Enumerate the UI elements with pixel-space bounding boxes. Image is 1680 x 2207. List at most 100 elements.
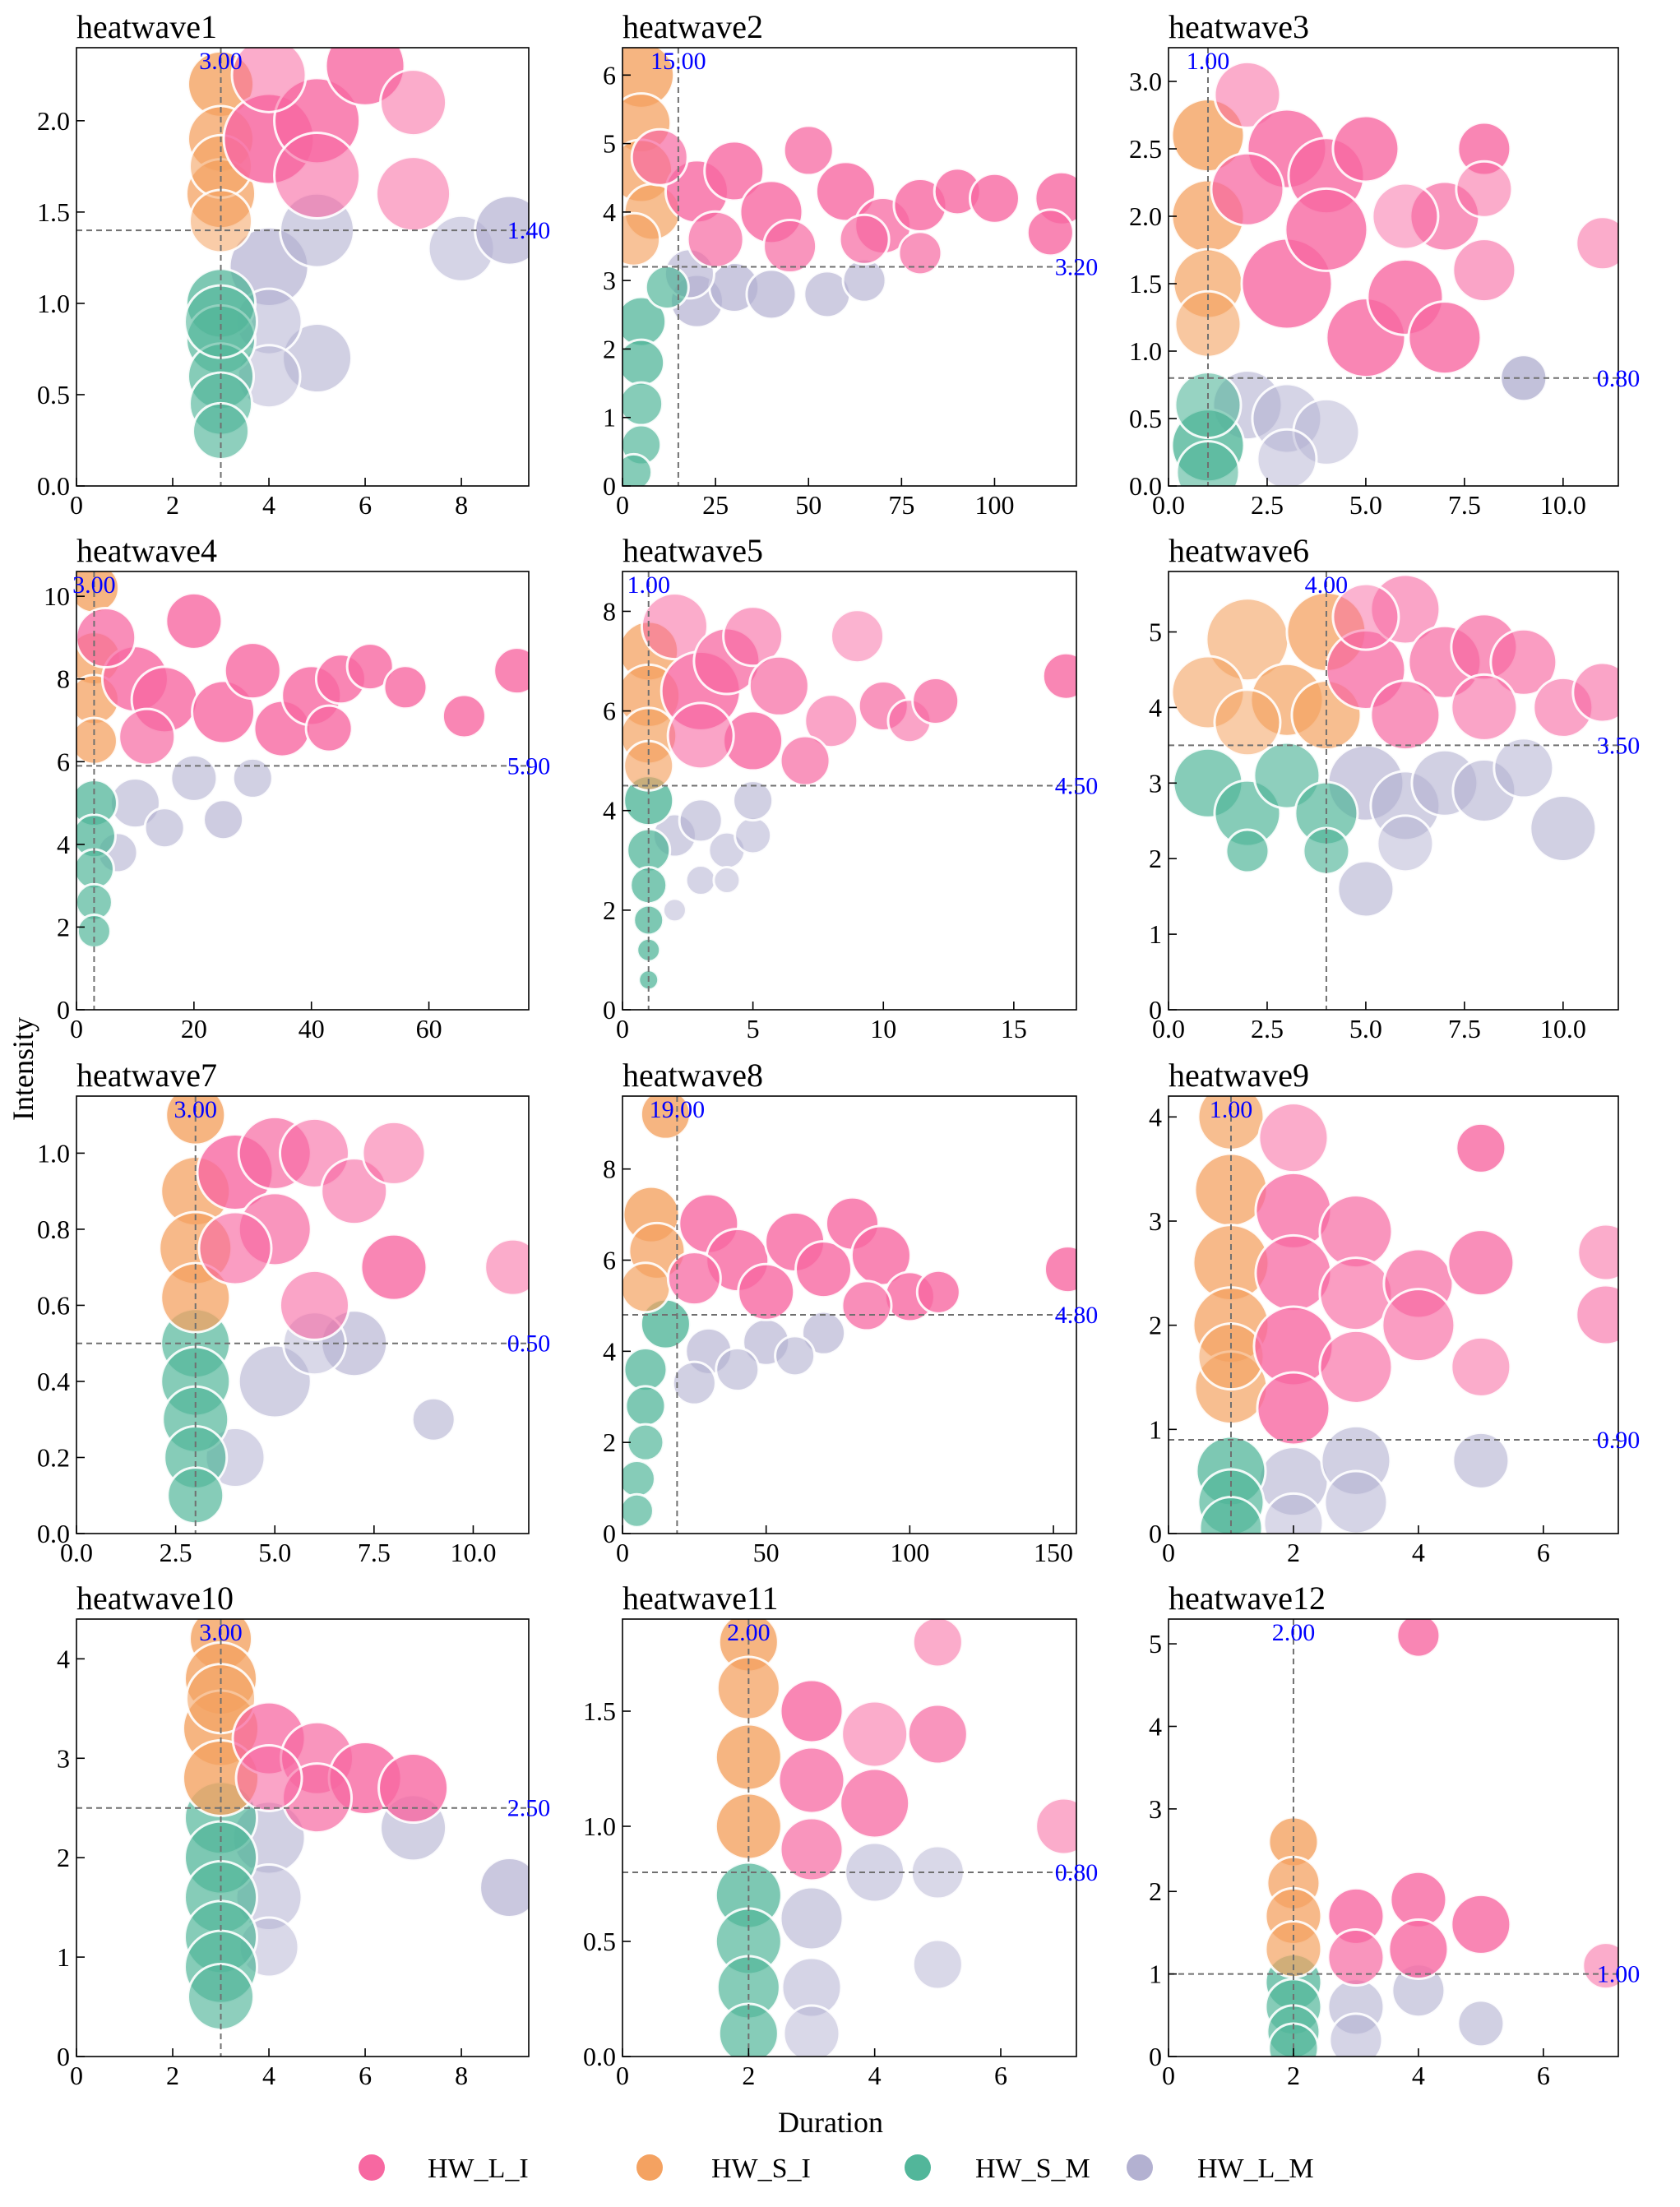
bubble-l-i	[230, 48, 308, 113]
bubble-l-m	[734, 816, 773, 855]
bubble-l-m	[715, 1347, 761, 1392]
plot-frame	[1168, 1618, 1619, 2057]
bubble-l-i	[1575, 215, 1618, 271]
legend: HW_L_I HW_S_I HW_S_M HW_L_M	[359, 2154, 1314, 2184]
bubble-l-i	[1446, 1228, 1516, 1298]
bubble-l-m	[1328, 2012, 1384, 2057]
bubble-l-m	[1262, 1492, 1325, 1534]
panel-title: heatwave1	[76, 8, 217, 45]
y-tick-label: 2	[1149, 1311, 1162, 1340]
x-tick-label: 0.0	[60, 1538, 93, 1567]
y-tick-label: 0	[57, 995, 70, 1025]
plot-frame	[76, 571, 530, 1011]
bubble-l-i	[779, 1816, 845, 1882]
x-tick-label: 0	[70, 1014, 83, 1043]
x-tick-label: 2.5	[160, 1538, 192, 1567]
panel-title: heatwave2	[622, 8, 763, 45]
y-tick-label: 4	[57, 1644, 70, 1673]
ref-x-label: 1.00	[1210, 1096, 1253, 1123]
bubble-l-i	[1284, 187, 1369, 272]
y-tick-label: 2	[603, 1427, 616, 1457]
bubble-l-i	[686, 210, 745, 269]
panel-title: heatwave11	[622, 1580, 779, 1617]
bubble-l-i	[1450, 1893, 1512, 1955]
y-tick-label: 2	[57, 912, 70, 942]
bubbles	[182, 1619, 529, 2031]
x-tick-label: 0.0	[1152, 490, 1185, 520]
bubbles	[76, 571, 529, 949]
bubble-l-i	[897, 230, 943, 276]
panel-title: heatwave9	[1169, 1057, 1309, 1094]
x-tick-label: 0	[616, 2061, 629, 2090]
x-tick-label: 75	[888, 490, 914, 520]
bubble-s-m	[626, 1423, 665, 1462]
bubble-l-i	[666, 701, 735, 770]
y-tick-label: 0.6	[37, 1290, 70, 1320]
ref-y-label: 3.20	[1055, 254, 1099, 281]
bubble-s-m	[629, 866, 669, 905]
y-tick-label: 8	[603, 1154, 616, 1184]
y-tick-label: 1	[603, 403, 616, 433]
bubble-l-i	[814, 160, 877, 223]
bubble-l-i	[630, 127, 689, 187]
y-tick-label: 6	[603, 60, 616, 90]
bubble-l-i	[1575, 1284, 1618, 1346]
y-tick-label: 0	[603, 995, 616, 1025]
bubble-l-i	[1210, 151, 1285, 227]
bubbles	[1170, 60, 1618, 486]
x-tick-label: 150	[1034, 1538, 1073, 1567]
bubble-s-m	[192, 401, 251, 460]
ref-y-label: 2.50	[507, 1795, 551, 1822]
legend-label: HW_S_M	[975, 2154, 1090, 2184]
y-tick-label: 0	[603, 471, 616, 501]
bubble-l-i	[1257, 1102, 1330, 1174]
legend-label: HW_L_M	[1197, 2154, 1314, 2184]
y-tick-label: 1	[1149, 1414, 1162, 1444]
x-tick-label: 25	[702, 490, 729, 520]
legend-marker	[1127, 2154, 1153, 2181]
bubble-l-i	[1576, 1223, 1618, 1282]
x-tick-label: 0	[1162, 1538, 1175, 1567]
ref-x-label: 15.00	[650, 48, 706, 75]
bubble-l-m	[1529, 794, 1598, 863]
bubble-l-i	[911, 676, 960, 725]
y-tick-label: 1.5	[37, 197, 70, 227]
ref-y-label: 4.80	[1055, 1302, 1099, 1329]
x-tick-label: 20	[181, 1014, 207, 1043]
y-tick-label: 1	[1149, 1959, 1162, 1989]
x-tick-label: 50	[753, 1538, 780, 1567]
bubble-l-i	[493, 646, 529, 696]
x-tick-label: 5	[747, 1014, 760, 1043]
panel-8: 0 50 100 150 0 2 4 6 8 19.00 4.80 heatwave8	[603, 1057, 1098, 1567]
y-tick-label: 2.0	[37, 106, 70, 136]
bubble-l-m	[169, 753, 219, 803]
bubble-s-m	[1198, 1496, 1264, 1534]
panel-10: 0 2 4 6 8 0 1 2 3 4 3.00 2.50 heatwave10	[57, 1580, 550, 2090]
y-tick-label: 3.0	[1129, 67, 1162, 96]
bubble-s-m	[622, 1347, 669, 1392]
bubble-l-i	[1381, 1288, 1456, 1363]
bubble-l-i	[76, 606, 137, 669]
bubble-l-m	[841, 257, 887, 303]
bubble-l-i	[1331, 114, 1400, 183]
bubble-l-i	[1387, 1918, 1450, 1981]
x-tick-label: 40	[299, 1014, 325, 1043]
x-tick-label: 4	[262, 490, 275, 520]
ref-y-label: 0.80	[1597, 365, 1641, 392]
bubble-l-m	[671, 1360, 717, 1406]
bubble-l-i	[1025, 208, 1075, 257]
x-tick-label: 6	[1537, 2061, 1550, 2090]
x-tick-label: 10	[870, 1014, 896, 1043]
ref-x-label: 4.00	[1305, 571, 1349, 599]
x-tick-label: 5.0	[258, 1538, 291, 1567]
y-tick-label: 2.0	[1129, 201, 1162, 231]
y-tick-label: 4	[1149, 1102, 1162, 1131]
bubble-s-m	[1267, 2022, 1320, 2057]
x-tick-label: 6	[994, 2061, 1007, 2090]
y-tick-label: 1.5	[583, 1696, 616, 1726]
ref-y-label: 1.00	[1597, 1961, 1641, 1988]
y-tick-label: 8	[57, 664, 70, 694]
ref-x-label: 3.00	[199, 48, 243, 75]
x-tick-label: 0.0	[1152, 1014, 1185, 1043]
panel-title: heatwave4	[76, 532, 217, 569]
